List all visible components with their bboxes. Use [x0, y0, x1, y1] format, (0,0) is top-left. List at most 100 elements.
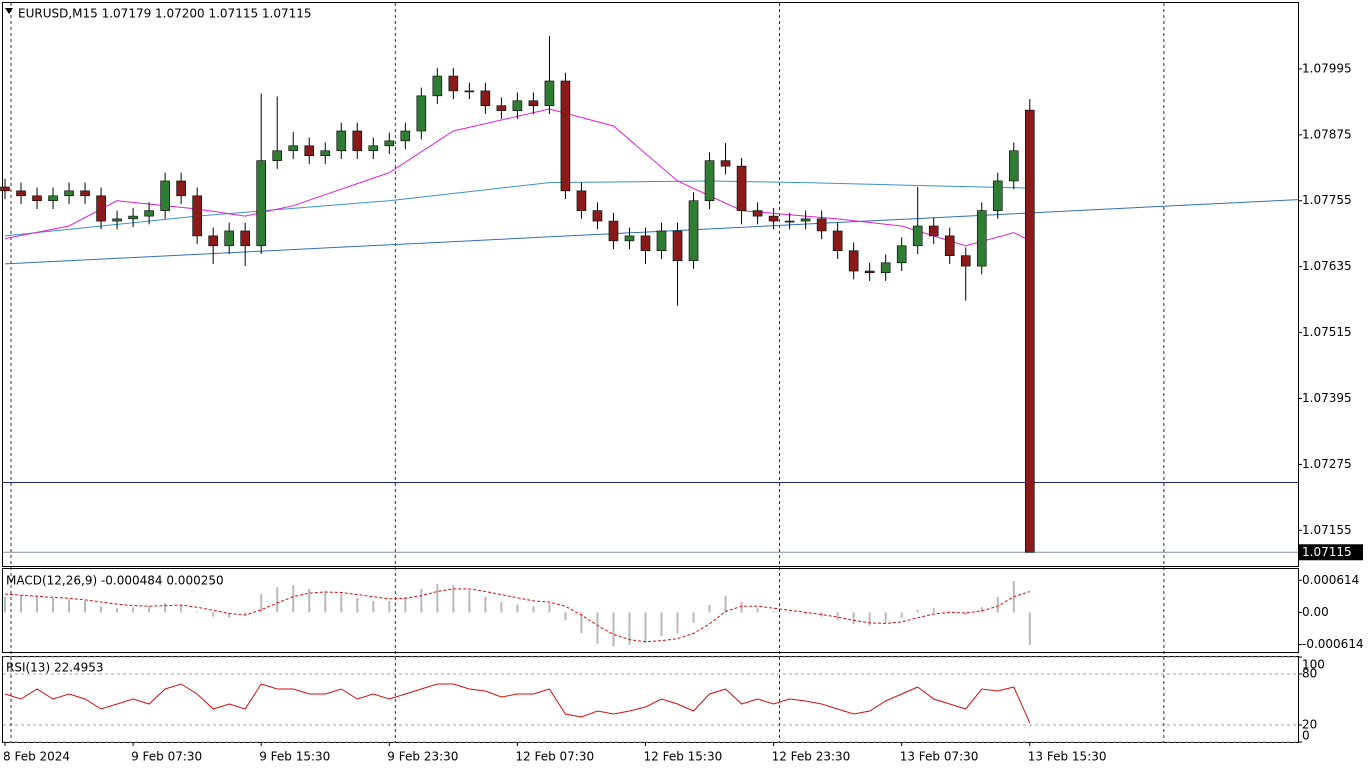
macd-bar: [612, 612, 615, 647]
candle-body: [736, 165, 747, 211]
candle-body: [16, 190, 26, 197]
last-price-label: 1.07115: [1302, 545, 1352, 559]
macd-bar: [596, 612, 599, 644]
candle-body: [592, 210, 603, 222]
macd-bar: [292, 585, 295, 613]
y-tick-label: -0.000614: [1302, 637, 1364, 651]
macd-bar: [836, 612, 839, 621]
macd-bar: [564, 612, 567, 621]
macd-signal: [4, 588, 1030, 643]
candle-body: [1008, 150, 1019, 182]
y-tick-label: 20: [1302, 718, 1317, 732]
macd-bar: [724, 595, 727, 613]
candle-body: [720, 160, 731, 167]
macd-bar: [260, 594, 263, 613]
candle-body: [176, 180, 186, 197]
candle-body: [496, 105, 507, 111]
candle-body: [512, 100, 523, 111]
macd-bar: [52, 597, 55, 613]
candle-body: [912, 225, 923, 247]
y-tick-label: 1.07515: [1302, 325, 1352, 339]
macd-bar: [436, 583, 439, 613]
macd-bar: [68, 599, 71, 613]
macd-bar: [228, 612, 231, 618]
candle-body: [320, 150, 331, 156]
macd-bar: [196, 611, 199, 613]
candle-body: [528, 100, 539, 107]
candle-body: [624, 235, 635, 242]
x-tick-label: 13 Feb 15:30: [1028, 750, 1107, 764]
candle-body: [416, 95, 427, 132]
macd-bar: [868, 612, 871, 626]
candle-body: [464, 90, 475, 93]
macd-bar: [84, 600, 87, 613]
macd-bar: [980, 607, 983, 613]
macd-bar: [308, 588, 311, 613]
macd-bar: [244, 612, 247, 616]
candle-body: [800, 218, 811, 222]
macd-bar: [36, 596, 39, 613]
y-tick-label: 1.07395: [1302, 391, 1352, 405]
candle-body: [976, 210, 987, 267]
macd-bar: [164, 603, 167, 613]
rsi-title: RSI(13) 22.4953: [6, 661, 104, 675]
macd-bar: [4, 596, 7, 613]
y-tick-label: 0.000614: [1302, 573, 1359, 587]
candle-body: [128, 215, 138, 220]
x-tick-label: 9 Feb 15:30: [259, 750, 330, 764]
macd-bar: [708, 604, 711, 613]
macd-bar: [420, 588, 423, 613]
x-tick-label: 12 Feb 23:30: [772, 750, 851, 764]
macd-bar: [468, 590, 471, 613]
macd-bar: [964, 612, 967, 616]
macd-bar: [1028, 612, 1031, 645]
y-tick-label: 0: [1302, 729, 1310, 743]
macd-bar: [852, 612, 855, 624]
candle-body: [928, 225, 939, 237]
macd-bar: [452, 585, 455, 613]
x-tick-label: 8 Feb 2024: [3, 750, 70, 764]
candle-body: [208, 235, 218, 247]
macd-bar: [692, 612, 695, 623]
macd-bar: [644, 612, 647, 643]
candle-body: [992, 180, 1003, 211]
macd-bar: [276, 587, 279, 613]
macd-bar: [388, 600, 391, 613]
candle-body: [112, 218, 122, 222]
y-tick-label: 1.07635: [1302, 259, 1352, 273]
text-layer: EURUSD,M15 1.07179 1.07200 1.07115 1.071…: [3, 7, 1364, 764]
candle-body: [640, 235, 651, 252]
price-panel-frame: [2, 2, 1299, 567]
candle-body: [0, 186, 10, 192]
candle-body: [960, 255, 971, 267]
rsi-line: [4, 683, 1031, 724]
candle-body: [32, 195, 42, 202]
candle-body: [160, 180, 170, 211]
candle-body: [656, 230, 667, 252]
macd-bar: [148, 606, 151, 613]
grid-layer: [3, 3, 1302, 746]
moving-average: [4, 199, 1299, 265]
candle-body: [80, 190, 90, 197]
candle-body: [240, 230, 250, 247]
candle-body: [432, 75, 443, 97]
candle-body: [944, 235, 955, 256]
macd-bar: [340, 594, 343, 613]
candle-body: [688, 200, 699, 261]
x-tick-label: 12 Feb 07:30: [515, 750, 594, 764]
candle-body: [192, 195, 202, 237]
macd-bar: [772, 611, 775, 613]
macd-bar: [900, 612, 903, 618]
candle-body: [704, 160, 715, 202]
y-tick-label: 1.07755: [1302, 193, 1352, 207]
candle-body: [608, 220, 619, 242]
macd-panel-frame: [2, 568, 1299, 653]
y-tick-label: 1.07155: [1302, 523, 1352, 537]
macd-bar: [628, 612, 631, 645]
candle-body: [864, 270, 875, 273]
candle-body: [368, 145, 379, 152]
macd-bar: [116, 608, 119, 613]
macd-title: MACD(12,26,9) -0.000484 0.000250: [6, 574, 224, 588]
marks-layer: [0, 35, 1299, 724]
